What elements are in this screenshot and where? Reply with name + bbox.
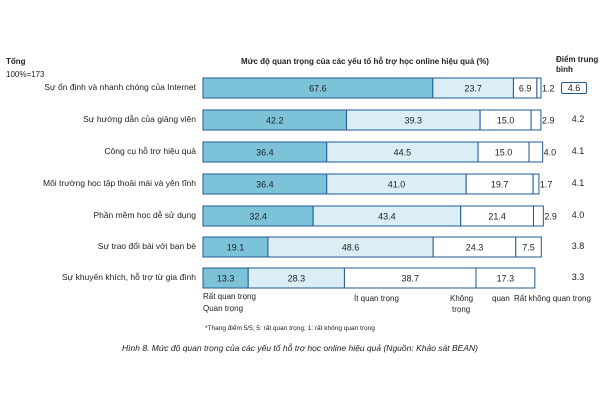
category-label: Sự khuyến khích, hỗ trợ từ gia đình xyxy=(61,272,196,282)
chart-title: Mức độ quan trọng của các yếu tố hỗ trợ … xyxy=(241,57,489,66)
figure-caption: Hình 8. Mức độ quan trọng của các yếu tố… xyxy=(122,343,478,353)
category-label: Sự hướng dẫn của giảng viên xyxy=(83,114,196,124)
average-score: 3.8 xyxy=(571,241,585,251)
data-label: 38.7 xyxy=(401,274,419,284)
data-label: 21.4 xyxy=(488,212,506,222)
data-label: 41.0 xyxy=(388,180,406,190)
total-label: Tổng xyxy=(6,57,26,66)
data-label: 36.4 xyxy=(256,180,274,190)
data-label: 43.4 xyxy=(378,212,396,222)
data-label: 19.1 xyxy=(227,243,245,253)
category-label: Phần mềm học dễ sử dụng xyxy=(93,210,196,220)
data-label: 23.7 xyxy=(464,84,482,94)
average-score: 4.0 xyxy=(571,210,585,220)
bar-segment xyxy=(515,236,542,258)
average-score: 4.2 xyxy=(571,114,585,124)
category-label: Môi trường học tập thoải mái và yên tĩnh xyxy=(42,178,196,188)
data-label: 48.6 xyxy=(342,243,360,253)
data-label: 24.3 xyxy=(466,243,484,253)
legend-not-important-line2: trọng xyxy=(452,305,471,314)
data-label: 32.4 xyxy=(249,212,267,222)
legend-very-unimportant: Rất không quan trọng xyxy=(514,294,591,303)
data-label: 67.6 xyxy=(309,84,327,94)
data-label: 15.0 xyxy=(495,148,513,158)
average-score: 4.1 xyxy=(571,178,585,188)
average-score: 4.1 xyxy=(571,146,585,156)
data-label: 19.7 xyxy=(491,180,509,190)
average-score-header: Điểm trung bình xyxy=(556,55,600,75)
bar-segment xyxy=(530,109,542,131)
data-label: 36.4 xyxy=(256,148,274,158)
legend-not-important-tail: quan xyxy=(492,294,510,303)
total-value: 100%=173 xyxy=(6,70,45,79)
data-label: 7.5 xyxy=(522,243,535,253)
data-label: 44.5 xyxy=(394,148,412,158)
average-score-header-line2: bình xyxy=(556,65,573,74)
data-label: 1.2 xyxy=(542,84,555,94)
category-label: Sự ổn định và nhanh chóng của Internet xyxy=(44,82,196,92)
bar-segment xyxy=(536,77,542,99)
data-label: 1.7 xyxy=(540,180,553,190)
data-label: 13.3 xyxy=(217,274,235,284)
data-label: 42.2 xyxy=(266,116,284,126)
data-label: 28.3 xyxy=(288,274,306,284)
data-label: 6.9 xyxy=(519,84,532,94)
average-score: 3.3 xyxy=(571,272,585,282)
data-label: 17.3 xyxy=(497,274,515,284)
category-label: Sự trao đổi bài với bạn bè xyxy=(97,241,196,251)
average-score-header-line1: Điểm trung xyxy=(556,55,599,64)
average-score: 4.6 xyxy=(561,82,587,94)
bar-segment xyxy=(532,173,540,195)
bar-segment xyxy=(475,267,536,289)
data-label: 4.0 xyxy=(544,148,557,158)
bar-segment xyxy=(532,205,544,227)
legend-very-important: Rất quan trọng xyxy=(203,292,256,301)
scale-note: *Thang điểm 5/5; 5: rất quan trọng; 1: r… xyxy=(205,325,375,332)
legend-not-important-line1: Không xyxy=(450,294,474,303)
data-label: 2.9 xyxy=(544,212,557,222)
data-label: 15.0 xyxy=(497,116,515,126)
data-label: 2.9 xyxy=(542,116,555,126)
data-label: 39.3 xyxy=(405,116,423,126)
legend-important: Quan trọng xyxy=(203,304,244,313)
category-label: Công cụ hỗ trợ hiệu quả xyxy=(104,146,196,156)
bar-segment xyxy=(528,141,544,163)
legend-less-important: Ít quan trọng xyxy=(354,294,399,303)
